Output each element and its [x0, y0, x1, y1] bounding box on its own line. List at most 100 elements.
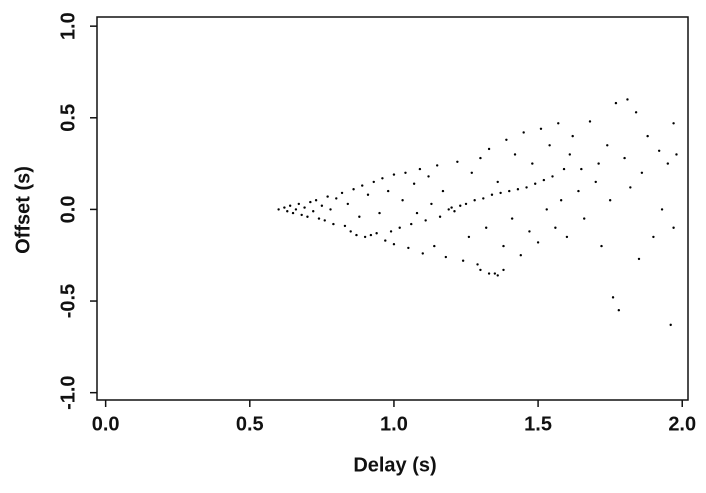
- point: [283, 206, 286, 209]
- point: [343, 224, 347, 228]
- point: [363, 235, 367, 239]
- point: [583, 217, 586, 220]
- point: [617, 309, 621, 312]
- point: [459, 204, 462, 207]
- point: [528, 230, 531, 233]
- point: [386, 189, 390, 193]
- point: [355, 233, 358, 237]
- point: [594, 180, 597, 184]
- point: [392, 173, 396, 176]
- point: [490, 193, 494, 196]
- point: [666, 162, 670, 165]
- point: [392, 243, 396, 246]
- point: [335, 197, 338, 200]
- x-tick-label: 1.0: [380, 413, 408, 435]
- point: [366, 193, 370, 196]
- point: [464, 202, 468, 206]
- point: [640, 171, 644, 174]
- point: [559, 199, 563, 202]
- point: [499, 191, 502, 195]
- point: [375, 232, 378, 235]
- point: [675, 153, 678, 156]
- point: [600, 244, 603, 248]
- point: [571, 134, 574, 138]
- point: [441, 189, 445, 193]
- plot-frame: [96, 16, 689, 401]
- point: [634, 111, 638, 114]
- point: [407, 246, 410, 250]
- point: [557, 122, 560, 125]
- point: [438, 215, 442, 218]
- point: [450, 206, 453, 209]
- x-axis-label: Delay (s): [353, 454, 436, 476]
- point: [484, 226, 488, 229]
- y-tick-label: -0.5: [57, 284, 79, 318]
- point: [522, 131, 525, 134]
- point: [415, 211, 419, 215]
- point: [551, 175, 554, 178]
- point: [508, 189, 511, 193]
- point: [306, 215, 309, 218]
- point: [401, 199, 404, 202]
- point: [614, 101, 618, 105]
- point: [361, 184, 364, 187]
- point: [476, 263, 479, 266]
- point: [606, 144, 609, 147]
- point: [531, 162, 534, 165]
- point: [496, 180, 499, 184]
- point: [660, 208, 664, 211]
- point: [487, 147, 491, 151]
- point: [294, 208, 298, 211]
- point: [513, 153, 517, 156]
- point: [461, 259, 465, 262]
- point: [467, 235, 471, 239]
- x-tick-label: 0.5: [236, 413, 264, 435]
- point: [565, 235, 569, 239]
- point: [652, 235, 655, 239]
- point: [487, 272, 491, 275]
- point: [482, 197, 485, 200]
- point: [554, 226, 557, 229]
- point: [312, 210, 315, 213]
- point: [404, 171, 407, 174]
- point: [672, 122, 675, 125]
- point: [309, 200, 312, 204]
- point: [433, 244, 436, 248]
- point: [629, 186, 632, 189]
- point: [519, 254, 522, 257]
- point: [300, 213, 303, 217]
- point: [496, 274, 499, 277]
- point: [548, 144, 551, 147]
- y-tick-label: -1.0: [57, 375, 79, 409]
- point: [372, 180, 375, 184]
- point: [657, 149, 661, 152]
- point: [349, 230, 352, 233]
- point: [646, 134, 649, 138]
- point: [672, 226, 675, 229]
- point: [626, 98, 629, 101]
- point: [597, 162, 600, 165]
- point: [608, 199, 612, 202]
- point: [314, 199, 318, 202]
- point: [577, 189, 580, 193]
- y-tick-label: 0.5: [57, 104, 79, 132]
- point: [456, 160, 459, 163]
- point: [369, 233, 373, 237]
- point: [326, 195, 329, 198]
- point: [303, 206, 306, 209]
- point: [444, 255, 448, 259]
- point: [352, 188, 355, 191]
- point: [381, 177, 384, 180]
- point: [398, 226, 401, 229]
- y-axis-label: Offset (s): [12, 166, 34, 254]
- point: [669, 323, 672, 327]
- point: [453, 210, 456, 213]
- x-tick-label: 0.0: [92, 413, 120, 435]
- x-tick-label: 1.5: [524, 413, 552, 435]
- point: [418, 167, 422, 171]
- point: [525, 186, 528, 189]
- point: [427, 175, 430, 178]
- point: [536, 241, 540, 244]
- point: [286, 210, 289, 213]
